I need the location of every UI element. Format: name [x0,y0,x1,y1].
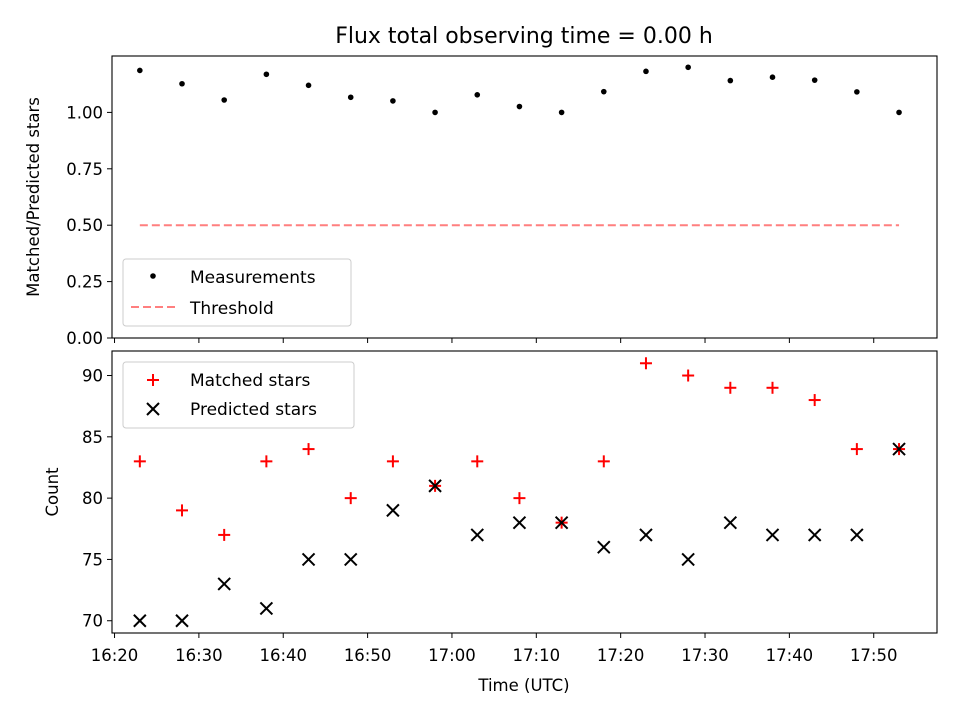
legend-measurements-marker [150,273,156,279]
bottom-y-tick-label: 75 [82,550,103,569]
measurement-point [854,89,860,95]
measurement-point [305,82,312,89]
matched-star-point [386,455,399,468]
bottom-x-ticks: 16:20 16:30 16:40 16:50 17:00 17:10 17:20 17:30… [91,633,898,665]
predicted-star-point [386,503,400,518]
top-y-ticks: 0.00 0.25 0.50 0.75 1.00 [66,103,112,348]
predicted-star-point [428,479,442,493]
matched-star-point [302,443,315,456]
bottom-legend-box [122,361,355,429]
top-y-tick-label: 0.75 [66,160,103,179]
top-plot-marks [137,64,902,227]
matched-star-point [597,455,610,468]
measurement-point [221,97,227,103]
x-tick-label: 17:10 [513,646,561,665]
measurement-point [347,94,354,101]
x-tick-label: 16:20 [91,646,139,665]
matched-star-point [682,369,695,382]
top-axes-frame [111,55,938,339]
measurement-point [727,77,734,84]
predicted-star-point [512,515,527,530]
bottom-axes-frame [111,350,938,634]
predicted-star-point [723,515,738,530]
predicted-star-point [554,515,569,530]
top-x-ticks [114,338,875,343]
matched-star-point [344,492,357,505]
matched-star-point [639,357,652,370]
matched-star-point [808,394,821,407]
bottom-y-tick-label: 70 [82,612,103,631]
bottom-plot-marks [133,357,906,628]
measurement-point [811,77,818,83]
x-tick-label: 16:50 [344,646,392,665]
top-y-tick-label: 0.00 [66,329,103,348]
top-y-tick-label: 0.50 [66,216,103,235]
measurement-point [390,98,396,104]
predicted-star-point [639,528,653,542]
matched-star-point [218,528,231,541]
matched-star-point [850,443,863,456]
legend-predicted-marker [146,402,160,416]
predicted-star-point [133,614,147,628]
predicted-star-point [807,528,822,542]
matched-star-point [471,455,484,468]
bottom-y-tick-label: 85 [82,428,103,447]
matched-star-point [176,504,189,517]
predicted-star-point [765,528,780,542]
predicted-star-point [470,528,484,542]
measurement-point [685,64,691,71]
x-tick-label: 17:50 [850,646,898,665]
predicted-star-point [217,577,231,591]
measurement-point [558,109,565,116]
predicted-star-point [681,552,695,567]
legend-matched-label: Matched stars [190,371,310,391]
predicted-star-point [301,552,316,567]
legend-matched-marker [147,374,159,386]
matched-star-point [260,455,273,468]
measurement-point [643,68,649,75]
predicted-star-point [850,528,864,542]
predicted-star-point [259,601,274,616]
x-tick-label: 17:20 [597,646,645,665]
predicted-star-point [175,614,189,628]
measurement-point [769,74,776,81]
x-tick-label: 17:30 [681,646,729,665]
measurement-point [474,92,481,98]
measurement-point [516,103,523,110]
top-y-tick-label: 0.25 [66,273,103,292]
measurement-point [432,109,438,116]
measurement-point [600,88,607,95]
predicted-star-point [344,552,358,567]
matched-star-point [766,381,779,394]
predicted-star-point [597,540,611,554]
bottom-y-tick-label: 90 [82,367,103,386]
chart-title: Flux total observing time = 0.00 h [335,24,713,49]
measurement-point [179,80,185,87]
matched-star-point [133,455,146,468]
bottom-y-tick-label: 80 [82,489,103,508]
x-tick-label: 17:40 [766,646,814,665]
legend-measurements-label: Measurements [190,268,316,288]
bottom-legend: Matched stars Predicted stars [122,361,355,429]
matched-star-point [513,492,526,505]
measurement-point [896,109,902,116]
bottom-y-ticks: 70 75 80 85 90 [82,367,112,631]
top-legend: Measurements Threshold [122,258,352,327]
legend-predicted-label: Predicted stars [190,400,317,420]
top-y-axis-label: Matched/Predicted stars [24,97,43,297]
measurement-point [137,67,143,74]
matched-star-point [724,381,737,394]
x-tick-label: 16:40 [259,646,307,665]
bottom-y-axis-label: Count [43,467,62,517]
x-axis-label: Time (UTC) [477,676,569,695]
measurement-point [263,71,270,78]
predicted-star-point [892,442,906,456]
x-tick-label: 16:30 [175,646,223,665]
top-legend-box [122,258,352,327]
legend-threshold-label: Threshold [189,299,274,319]
x-tick-label: 17:00 [428,646,476,665]
top-y-tick-label: 1.00 [66,103,103,122]
